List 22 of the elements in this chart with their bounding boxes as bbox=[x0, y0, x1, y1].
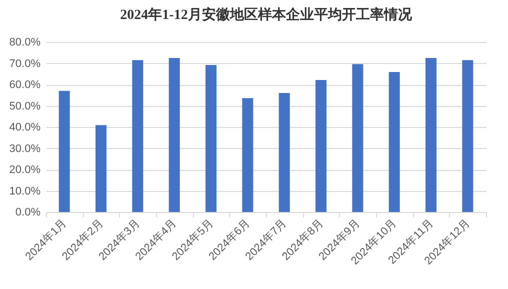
bar bbox=[352, 64, 364, 212]
bar bbox=[242, 98, 254, 212]
bar bbox=[462, 60, 474, 212]
y-tick-label: 0.0% bbox=[15, 206, 41, 218]
y-tick-label: 60.0% bbox=[9, 79, 41, 91]
bar bbox=[206, 64, 216, 212]
y-tick-label: 70.0% bbox=[9, 58, 41, 70]
bar bbox=[132, 60, 144, 212]
bar bbox=[96, 125, 106, 212]
bar bbox=[278, 93, 290, 212]
bar bbox=[168, 58, 180, 212]
y-tick-label: 10.0% bbox=[9, 185, 41, 198]
chart-title: 2024年1-12月安徽地区样本企业平均开工率情况 bbox=[120, 6, 413, 23]
bar bbox=[388, 72, 400, 212]
y-tick-label: 80.0% bbox=[9, 36, 41, 48]
y-tick-label: 50.0% bbox=[9, 100, 41, 112]
y-tick-label: 20.0% bbox=[9, 164, 41, 176]
y-tick-label: 40.0% bbox=[9, 122, 41, 134]
y-tick-label: 30.0% bbox=[9, 142, 41, 155]
bar bbox=[58, 90, 70, 212]
bar bbox=[316, 80, 326, 212]
bar bbox=[426, 58, 436, 212]
